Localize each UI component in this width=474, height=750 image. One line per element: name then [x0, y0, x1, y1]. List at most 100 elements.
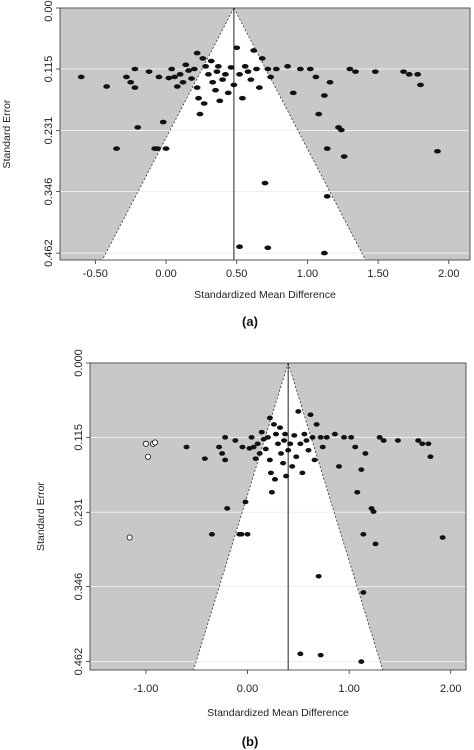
study-point — [255, 85, 263, 90]
y-tick-label: 0.000 — [73, 349, 85, 377]
study-point — [293, 454, 300, 460]
plot-border — [59, 7, 471, 261]
study-point — [213, 69, 221, 74]
study-point — [323, 146, 331, 151]
study-point — [241, 64, 249, 69]
imputed-study-point — [152, 439, 159, 446]
study-point — [360, 590, 367, 595]
study-point — [230, 82, 238, 88]
study-point — [284, 64, 292, 69]
study-point — [199, 56, 207, 61]
study-point — [305, 447, 312, 453]
study-point — [236, 244, 243, 250]
study-point — [320, 93, 328, 98]
study-point — [214, 64, 222, 69]
study-point — [376, 435, 383, 440]
funnel-plot-panel-b: -1.00 0.00 1.00 2.00 0.000 0.115 0.231 0.346 0.4… — [35, 349, 467, 749]
study-point — [267, 470, 274, 476]
imputed-study-point — [144, 453, 151, 460]
study-point — [362, 451, 369, 456]
study-point — [238, 95, 246, 101]
study-point — [323, 435, 330, 440]
study-point — [205, 72, 212, 77]
study-point — [131, 66, 139, 72]
study-point — [145, 69, 153, 74]
study-point — [272, 66, 280, 72]
y-axis-title: Standard Error — [1, 99, 13, 168]
study-point — [162, 146, 170, 151]
study-point — [264, 245, 272, 251]
study-point — [224, 506, 231, 511]
study-point — [405, 72, 413, 77]
study-point — [168, 66, 176, 72]
funnel-right-edge — [287, 362, 384, 671]
panel-label: (b) — [242, 734, 259, 749]
study-point — [287, 441, 294, 447]
y-tick-label: 0.231 — [43, 117, 55, 145]
study-point — [256, 451, 263, 456]
study-point — [193, 85, 201, 90]
study-point — [253, 66, 260, 72]
study-point — [317, 435, 324, 440]
study-point — [282, 431, 289, 437]
x-tick-label: -0.50 — [83, 268, 108, 280]
study-point — [233, 45, 241, 51]
study-point — [244, 531, 251, 537]
study-point — [299, 470, 306, 476]
study-point — [222, 72, 229, 77]
y-tick-label: 0.115 — [43, 56, 55, 83]
study-point — [400, 69, 407, 74]
y-tick-label: 0.231 — [73, 499, 85, 527]
study-point — [297, 651, 304, 657]
study-point — [159, 119, 167, 125]
study-point — [248, 435, 255, 440]
study-point — [285, 447, 292, 453]
study-point — [250, 48, 258, 53]
study-point — [337, 127, 345, 133]
study-point — [313, 422, 320, 427]
study-point — [303, 438, 310, 443]
study-point — [371, 69, 379, 74]
x-tick-label: 1.50 — [367, 268, 388, 280]
study-point — [179, 79, 187, 85]
study-point — [171, 74, 178, 80]
y-tick-label: 0.000 — [43, 0, 55, 22]
study-point — [358, 467, 365, 472]
study-point — [239, 444, 246, 450]
study-point — [185, 68, 193, 73]
study-point — [267, 74, 275, 80]
study-point — [326, 79, 334, 85]
study-point — [247, 77, 255, 82]
funnel-right-edge — [233, 7, 366, 261]
study-point — [295, 409, 302, 414]
study-point — [209, 79, 217, 85]
study-point — [266, 457, 273, 463]
study-point — [307, 412, 314, 418]
study-point — [315, 111, 323, 117]
x-axis-title: Standardized Mean Difference — [207, 707, 349, 719]
study-point — [291, 433, 298, 438]
y-tick-label: 0.462 — [73, 648, 85, 676]
study-point — [193, 50, 201, 56]
study-point — [270, 422, 277, 427]
study-point — [173, 84, 181, 89]
study-point — [312, 74, 320, 80]
study-point — [317, 652, 324, 658]
x-tick-label: 2.00 — [440, 683, 461, 695]
study-point — [323, 194, 331, 199]
study-point — [372, 541, 379, 547]
study-point — [271, 477, 278, 482]
study-point — [306, 66, 314, 72]
study-point — [272, 431, 279, 437]
study-point — [176, 72, 184, 77]
plot-border — [89, 362, 467, 671]
imputed-study-point — [142, 440, 149, 447]
study-point — [196, 111, 204, 117]
study-point — [370, 509, 377, 514]
y-tick-label: 0.346 — [73, 573, 85, 601]
study-point — [320, 250, 328, 256]
funnel-plot-panel-a: -0.50 0.00 0.50 1.00 1.50 2.00 0.000 0.115 0.231… — [1, 0, 471, 329]
study-point — [183, 444, 190, 450]
